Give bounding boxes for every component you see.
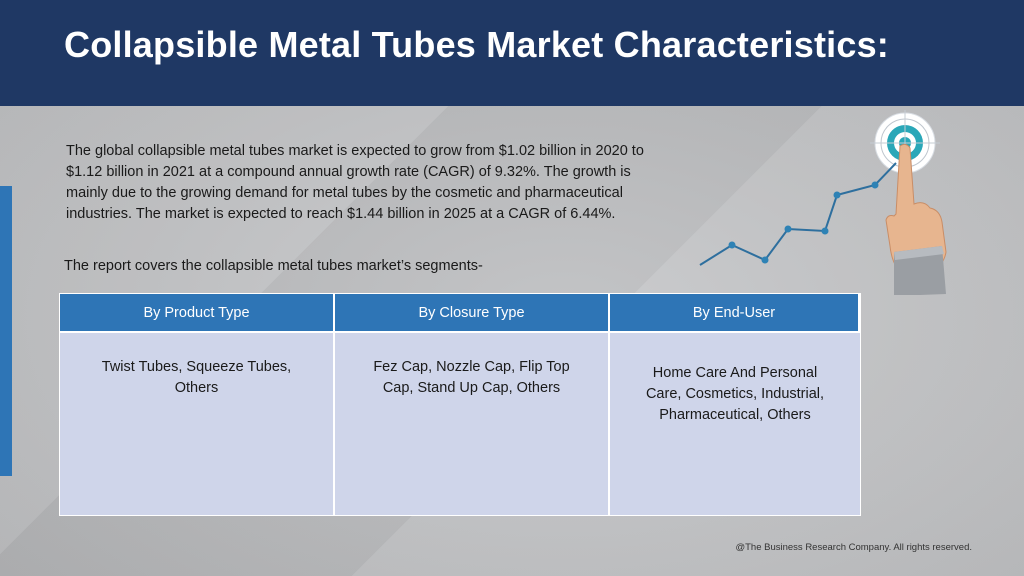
cell-closure-type: Fez Cap, Nozzle Cap, Flip Top Cap, Stand…: [335, 333, 610, 515]
header-end-user: By End-User: [610, 294, 860, 333]
market-description: The global collapsible metal tubes marke…: [66, 143, 644, 222]
growth-line-target-icon: [699, 110, 947, 295]
header-product-type: By Product Type: [60, 294, 335, 333]
page-title: Collapsible Metal Tubes Market Character…: [64, 24, 889, 65]
segments-table: By Product Type By Closure Type By End-U…: [59, 293, 861, 516]
header-bar: Collapsible Metal Tubes Market Character…: [0, 0, 1024, 106]
cell-product-type: Twist Tubes, Squeeze Tubes, Others: [60, 333, 335, 515]
pointing-hand-icon: [885, 143, 947, 295]
cell-end-user: Home Care And Personal Care, Cosmetics, …: [610, 333, 860, 515]
left-accent-bar: [0, 186, 12, 476]
header-closure-type: By Closure Type: [335, 294, 610, 333]
segments-intro: The report covers the collapsible metal …: [64, 258, 483, 274]
copyright-footer: @The Business Research Company. All righ…: [735, 542, 972, 553]
